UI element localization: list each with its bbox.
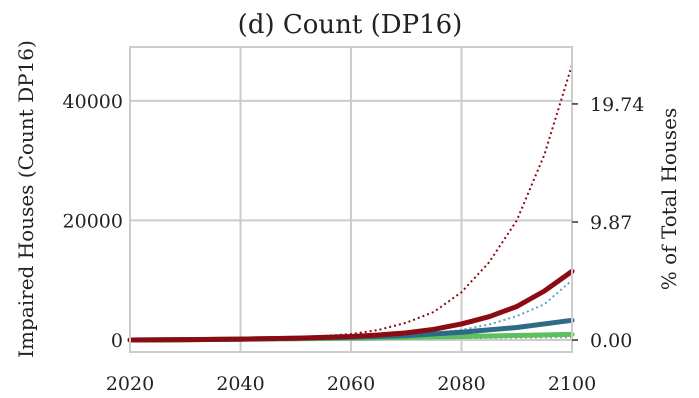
- plot-frame: [129, 46, 573, 353]
- grid-lines: [129, 47, 573, 352]
- x-tick-label: 2080: [437, 373, 485, 395]
- series-layer: [127, 64, 575, 343]
- x-tick-label: 2020: [106, 373, 154, 395]
- y-tick-label: 20000: [63, 210, 123, 232]
- y-axis-title: Impaired Houses (Count DP16): [14, 40, 38, 358]
- y2-tick-label: 0.00: [590, 330, 632, 352]
- x-tick-label: 2100: [548, 373, 596, 395]
- y-tick-label: 0: [111, 330, 123, 352]
- series-line-2: [127, 268, 575, 343]
- y2-axis-title: % of Total Houses: [657, 108, 681, 290]
- y2-tick-label: 9.87: [590, 212, 632, 234]
- chart-title: (d) Count (DP16): [238, 10, 463, 40]
- y2-tick-label: 19.74: [590, 94, 644, 116]
- x-tick-label: 2040: [216, 373, 264, 395]
- tick-labels: 2020 2040 2060 2080 2100 0 20000 40000 0.00 9.87 1…: [63, 91, 645, 395]
- y-tick-label: 40000: [63, 91, 123, 113]
- x-tick-label: 2060: [327, 373, 375, 395]
